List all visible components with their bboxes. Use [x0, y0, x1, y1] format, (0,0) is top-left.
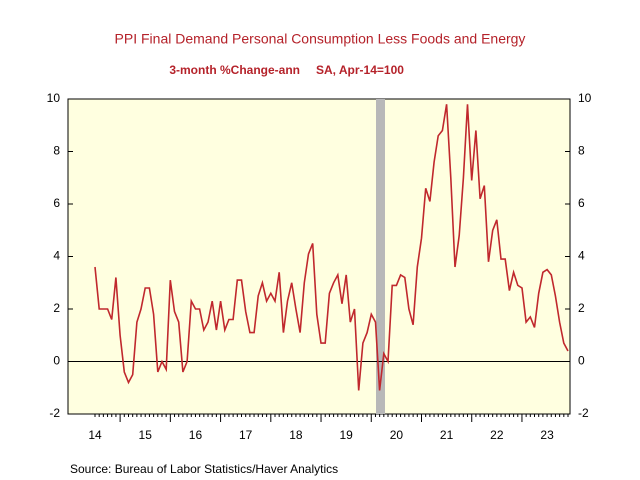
x-tick-label: 19: [339, 428, 353, 442]
data-line: [94, 104, 569, 391]
x-tick-label: 23: [540, 428, 554, 442]
y-tick-label: 2: [53, 301, 60, 315]
y-tick-label: -2: [49, 406, 60, 420]
x-tick-label: 18: [289, 428, 303, 442]
recession-band: [376, 99, 385, 414]
x-tick-label: 21: [440, 428, 454, 442]
x-tick-label: 16: [189, 428, 203, 442]
x-tick-label: 20: [390, 428, 404, 442]
x-tick-label: 15: [139, 428, 153, 442]
y-tick-label: 4: [53, 249, 60, 263]
chart-subtitle: 3-month %Change-ann: [169, 63, 300, 77]
y-tick-label: 0: [53, 354, 60, 368]
y2-tick-label: 10: [578, 91, 592, 105]
plot-area: [67, 98, 571, 415]
y-tick-label: 10: [47, 91, 61, 105]
y-tick-label: 8: [53, 144, 60, 158]
x-tick-label: 17: [239, 428, 253, 442]
chart-subtitle-right: SA, Apr-14=100: [316, 63, 404, 77]
y2-tick-label: 0: [578, 354, 585, 368]
x-tick-label: 14: [88, 428, 102, 442]
x-tick-label: 22: [490, 428, 504, 442]
source-note: Source: Bureau of Labor Statistics/Haver…: [70, 462, 338, 476]
y2-tick-label: 6: [578, 196, 585, 210]
y2-tick-label: 8: [578, 144, 585, 158]
y2-tick-label: 4: [578, 249, 585, 263]
y-tick-label: 6: [53, 196, 60, 210]
y2-tick-label: -2: [578, 406, 589, 420]
y2-tick-label: 2: [578, 301, 585, 315]
chart-title: PPI Final Demand Personal Consumption Le…: [115, 31, 526, 47]
